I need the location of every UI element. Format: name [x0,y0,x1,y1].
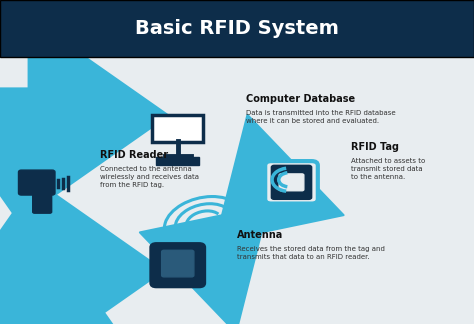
Text: RFID Reader: RFID Reader [100,150,168,160]
Text: Connected to the antenna
wirelessly and receives data
from the RFID tag.: Connected to the antenna wirelessly and … [100,166,199,188]
Text: Computer Database: Computer Database [246,94,356,104]
FancyBboxPatch shape [33,191,52,213]
Text: Basic RFID System: Basic RFID System [135,19,339,38]
Text: RFID Tag: RFID Tag [351,142,399,152]
FancyBboxPatch shape [18,170,55,195]
FancyBboxPatch shape [162,250,194,277]
FancyBboxPatch shape [271,165,311,199]
Text: Receives the stored data from the tag and
transmits that data to an RFID reader.: Receives the stored data from the tag an… [237,247,385,260]
FancyBboxPatch shape [0,0,474,57]
FancyBboxPatch shape [156,157,199,165]
FancyBboxPatch shape [279,174,304,191]
FancyBboxPatch shape [152,115,203,142]
Text: Attached to assets to
transmit stored data
to the antenna.: Attached to assets to transmit stored da… [351,158,425,180]
Text: Antenna: Antenna [237,230,283,240]
FancyBboxPatch shape [265,161,318,203]
Text: Data is transmitted into the RFID database
where it can be stored and evaluated.: Data is transmitted into the RFID databa… [246,110,396,124]
FancyBboxPatch shape [151,244,205,287]
